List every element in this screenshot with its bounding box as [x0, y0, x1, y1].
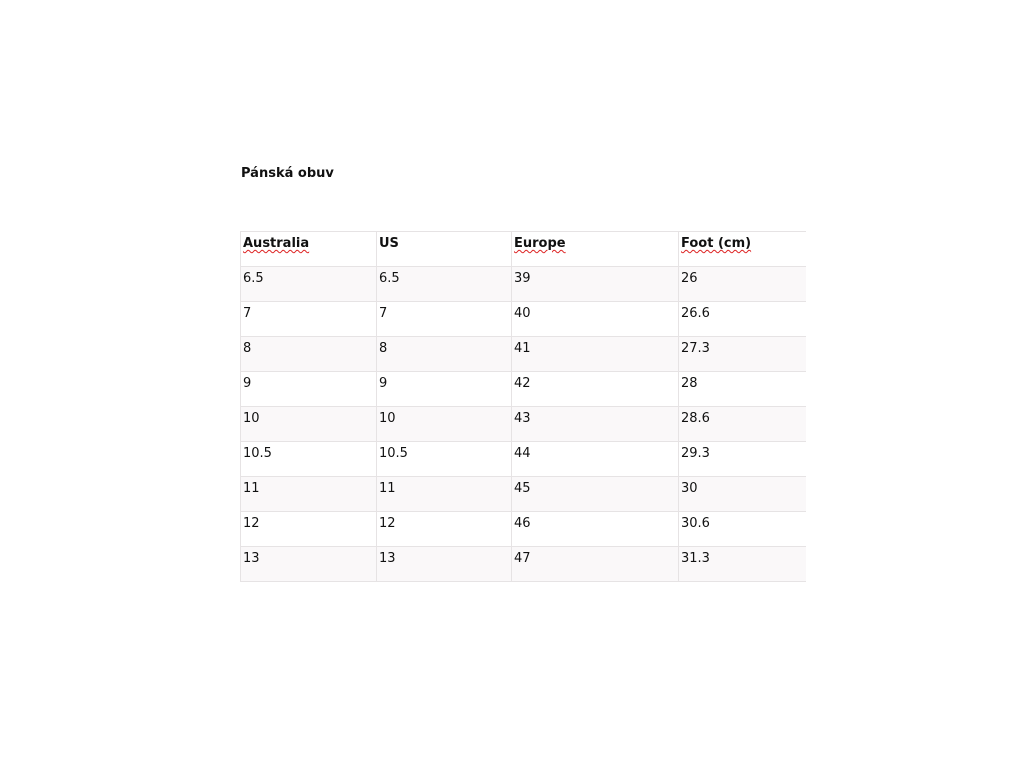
table-row: 9 9 42 28: [240, 371, 806, 407]
page-title: Pánská obuv: [241, 166, 334, 181]
table-row: 6.5 6.5 39 26: [240, 266, 806, 302]
table-row: 8 8 41 27.3: [240, 336, 806, 372]
table-cell: 11: [240, 476, 377, 512]
table-cell: 9: [240, 371, 377, 407]
table-row: 7 7 40 26.6: [240, 301, 806, 337]
table-cell: 40: [511, 301, 679, 337]
table-cell: 30: [678, 476, 806, 512]
table-cell: 6.5: [376, 266, 512, 302]
table-cell: 13: [240, 546, 377, 582]
table-row: 10 10 43 28.6: [240, 406, 806, 442]
table-cell: 28: [678, 371, 806, 407]
table-cell: 6.5: [240, 266, 377, 302]
table-cell: 10.5: [376, 441, 512, 477]
header-europe: Europe: [514, 236, 566, 251]
table-cell: 44: [511, 441, 679, 477]
table-cell: 31.3: [678, 546, 806, 582]
table-cell: 28.6: [678, 406, 806, 442]
size-table: Australia US Europe Foot (cm) 6.5 6.5 39 26…: [240, 231, 806, 582]
header-australia: Australia: [243, 236, 310, 251]
table-cell: 42: [511, 371, 679, 407]
table-cell: 45: [511, 476, 679, 512]
table-cell: 10: [240, 406, 377, 442]
table-cell: 11: [376, 476, 512, 512]
table-cell: 12: [376, 511, 512, 547]
table-cell: 47: [511, 546, 679, 582]
table-cell: 12: [240, 511, 377, 547]
table-cell: 29.3: [678, 441, 806, 477]
table-cell: 30.6: [678, 511, 806, 547]
table-cell: 43: [511, 406, 679, 442]
table-cell: 10.5: [240, 441, 377, 477]
table-row: 13 13 47 31.3: [240, 546, 806, 582]
table-cell: 7: [376, 301, 512, 337]
table-row: 10.5 10.5 44 29.3: [240, 441, 806, 477]
table-cell: 9: [376, 371, 512, 407]
table-cell: 8: [376, 336, 512, 372]
table-cell: 13: [376, 546, 512, 582]
table-cell: 26.6: [678, 301, 806, 337]
table-cell: 26: [678, 266, 806, 302]
table-row: 11 11 45 30: [240, 476, 806, 512]
table-cell: 27.3: [678, 336, 806, 372]
table-cell: 46: [511, 511, 679, 547]
header-us: US: [376, 231, 512, 267]
table-cell: 7: [240, 301, 377, 337]
header-row: Australia US Europe Foot (cm): [240, 231, 806, 267]
table-row: 12 12 46 30.6: [240, 511, 806, 547]
header-foot: Foot (cm): [681, 236, 752, 251]
table-cell: 8: [240, 336, 377, 372]
table-cell: 10: [376, 406, 512, 442]
table-cell: 41: [511, 336, 679, 372]
table-cell: 39: [511, 266, 679, 302]
